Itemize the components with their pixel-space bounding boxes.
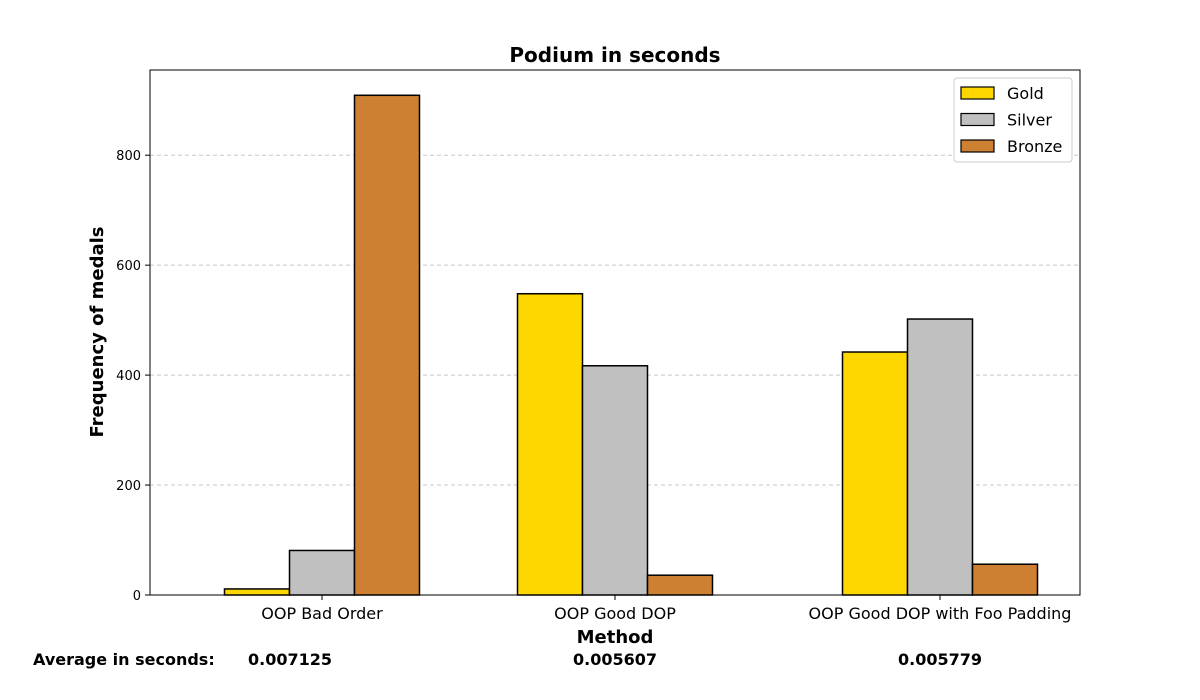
- bar-silver-1: [288, 549, 356, 596]
- legend: Gold Silver Bronze: [953, 77, 1073, 163]
- x-tick-label: OOP Good DOP: [554, 604, 676, 623]
- bar-silver-2: [581, 365, 649, 596]
- y-tick-label: 600: [116, 259, 141, 274]
- legend-swatch-gold: [960, 86, 995, 100]
- y-tick-label: 800: [116, 149, 141, 164]
- average-value: 0.005607: [573, 650, 657, 669]
- legend-label-gold: Gold: [1007, 84, 1044, 103]
- x-tick-label: OOP Good DOP with Foo Padding: [809, 604, 1072, 623]
- y-tick-label: 400: [116, 369, 141, 384]
- bar-bronze-2: [646, 574, 714, 596]
- average-value: 0.007125: [248, 650, 332, 669]
- averages-label: Average in seconds:: [33, 650, 215, 669]
- y-axis-label: Frequency of medals: [87, 227, 108, 438]
- legend-label-silver: Silver: [1007, 111, 1052, 130]
- bar-gold-1: [223, 588, 291, 596]
- averages-row: Average in seconds: 0.007125 0.005607 0.00…: [33, 650, 982, 669]
- bar-bronze-3: [971, 563, 1039, 596]
- y-tick-label: 200: [116, 479, 141, 494]
- legend-label-bronze: Bronze: [1007, 137, 1062, 156]
- legend-swatch-bronze: [960, 139, 995, 153]
- legend-swatch-silver: [960, 112, 995, 127]
- bar-silver-3: [906, 318, 974, 596]
- average-value: 0.005779: [898, 650, 982, 669]
- y-axis-ticks: 0 200 400 600 800: [116, 149, 150, 604]
- x-tick-label: OOP Bad Order: [261, 604, 383, 623]
- bar-gold-3: [841, 351, 909, 596]
- x-axis-ticks: OOP Bad Order OOP Good DOP OOP Good DOP wi…: [261, 595, 1071, 623]
- chart-title: Podium in seconds: [509, 43, 720, 67]
- x-axis-label: Method: [577, 627, 654, 648]
- y-tick-label: 0: [133, 589, 141, 604]
- bar-bronze-1: [353, 94, 421, 596]
- bars-group: [223, 94, 1039, 596]
- bar-gold-2: [516, 292, 584, 596]
